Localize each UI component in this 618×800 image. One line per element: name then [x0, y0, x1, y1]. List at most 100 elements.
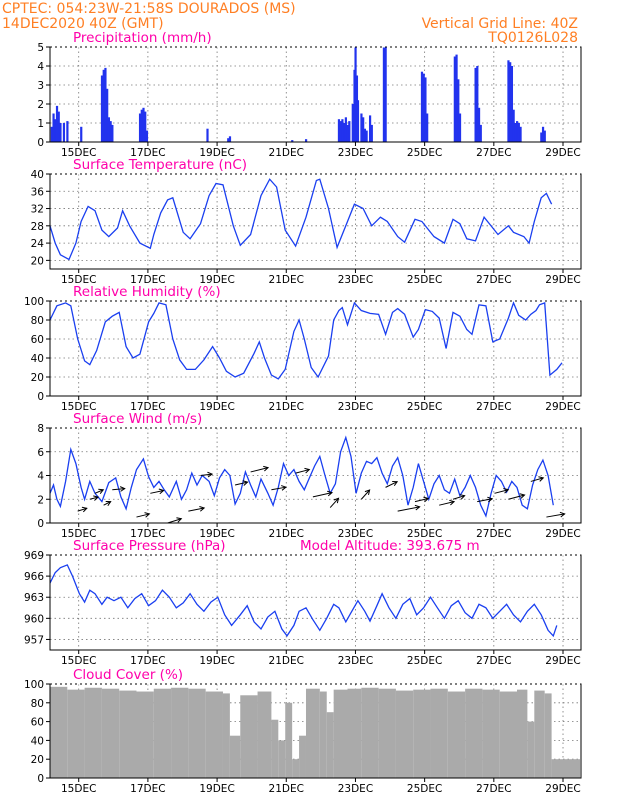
wind-arrow-0: [77, 507, 87, 512]
cloud-bar-7: [171, 687, 189, 778]
precip-frame: [49, 46, 582, 143]
wind-arrowhead-2: [98, 488, 105, 494]
cloud-bar-12: [240, 695, 258, 778]
precip-ytick-label-3: 3: [37, 80, 44, 92]
precip-bar-43: [370, 124, 373, 142]
cloud-bar-25: [378, 688, 396, 778]
precip-xtick-label-0: 15DEC: [61, 147, 96, 159]
wind-arrow-25: [530, 477, 544, 482]
precip-bar-51: [455, 54, 458, 142]
wind-arrowhead-13: [304, 467, 311, 474]
precip-bar-68: [543, 130, 546, 142]
wind-arrowhead-8: [199, 506, 206, 512]
wind-arrow-2: [94, 489, 104, 494]
header-datetime: 14DEC2020 40Z (GMT): [2, 16, 164, 32]
precip-bar-7: [66, 121, 69, 142]
cloud-bar-35: [534, 690, 545, 778]
rh-ytick-label-0: 0: [37, 391, 44, 403]
cloud-xtick-label-4: 23DEC: [338, 783, 373, 795]
temp-xtick-label-2: 19DEC: [199, 274, 234, 286]
temp-xtick-label-5: 25DEC: [407, 274, 442, 286]
wind-arrowhead-25: [538, 476, 545, 482]
precip-ytick-label-1: 1: [37, 118, 44, 130]
precip-bar-53: [458, 113, 462, 142]
precip-bar-16: [138, 113, 142, 142]
wind-arrow-8: [188, 507, 205, 512]
cloud-xtick-label-2: 19DEC: [199, 783, 234, 795]
wind-arrowhead-7: [176, 517, 183, 523]
pres-xtick-label-5: 25DEC: [407, 655, 442, 667]
panels: Precipitation (mm/h) 0 1 2 3 4 5 15DEC 17DEC 19DE…: [24, 30, 582, 795]
header-model: TQ0126L028: [487, 30, 578, 46]
precip-bar-58: [507, 60, 510, 142]
header-location: CPTEC: 054:23W-21:58S DOURADOS (MS): [2, 1, 296, 17]
wind-arrow-9: [200, 473, 213, 476]
precip-bar-12: [106, 88, 109, 142]
temp-series-line: [49, 178, 553, 261]
wind-arrowhead-3: [105, 500, 112, 507]
pres-ytick-label-3: 966: [24, 571, 44, 583]
pres-xtick-label-1: 17DEC: [130, 655, 165, 667]
precip-xtick-label-7: 29DEC: [545, 147, 580, 159]
cloud-bar-11: [229, 735, 241, 778]
pres-ytick-label-0: 957: [24, 634, 44, 646]
wind-arrow-13: [295, 469, 310, 474]
wind-arrowhead-23: [503, 488, 510, 494]
wind-arrowhead-26: [559, 511, 566, 518]
precip-bar-41: [365, 130, 368, 142]
precip-bar-4: [57, 111, 60, 142]
precip-bar-59: [509, 62, 512, 143]
wind-arrowhead-0: [81, 506, 88, 513]
cloud-bar-10: [222, 693, 230, 778]
precip-bar-17: [140, 109, 143, 142]
cloud-ytick-label-2: 40: [31, 735, 44, 747]
wind-ytick-label-3: 6: [37, 447, 44, 459]
precip-bar-61: [512, 109, 515, 142]
wind-ytick-label-0: 0: [37, 518, 44, 530]
pres-frame: [49, 554, 582, 651]
wind-series-line: [49, 435, 554, 518]
precip-bar-65: [519, 126, 522, 142]
precip-bar-23: [228, 136, 232, 142]
wind-arrow-20: [439, 501, 455, 506]
precip-bar-18: [142, 107, 145, 142]
cloud-bar-0: [50, 686, 68, 778]
precip-xtick-label-2: 19DEC: [199, 147, 234, 159]
precip-bar-42: [368, 115, 372, 142]
temp-xtick-label-3: 21DEC: [269, 274, 304, 286]
cloud-ytick-label-5: 100: [24, 679, 44, 691]
precip-bar-31: [346, 124, 349, 142]
cloud-bar-4: [119, 690, 137, 778]
rh-xtick-label-0: 15DEC: [61, 401, 96, 413]
cloud-ytick-label-0: 0: [37, 773, 44, 785]
cloud-bar-13: [257, 691, 272, 778]
temp-ytick-label-3: 32: [31, 204, 44, 216]
wind-arrowhead-22: [487, 496, 494, 503]
temp-ytick-label-2: 28: [31, 221, 44, 233]
model-altitude: Model Altitude: 393.675 m: [300, 538, 480, 554]
precip-bar-11: [104, 67, 107, 142]
wind-arrow-14: [312, 492, 333, 498]
precip-bar-50: [453, 56, 456, 142]
precip-bar-63: [516, 121, 519, 142]
rh-series-line: [49, 301, 563, 380]
precip-xtick-label-6: 27DEC: [476, 147, 511, 159]
precip-bar-66: [540, 132, 543, 142]
rh-xtick-label-1: 17DEC: [130, 401, 165, 413]
precip-bar-28: [341, 119, 344, 142]
wind-ytick-label-2: 4: [37, 471, 44, 483]
wind-xtick-label-5: 25DEC: [407, 528, 442, 540]
wind-xtick-label-6: 27DEC: [476, 528, 511, 540]
cloud-bar-27: [413, 689, 431, 778]
precip-bar-30: [344, 117, 347, 142]
precip-bar-38: [360, 113, 363, 142]
wind-arrowhead-9: [207, 471, 214, 478]
header-grid-note: Vertical Grid Line: 40Z: [422, 16, 578, 32]
wind-arrow-5: [136, 513, 150, 518]
wind-arrowhead-14: [327, 490, 334, 497]
rh-ytick-label-3: 60: [31, 334, 44, 346]
precip-bar-37: [356, 100, 360, 142]
precip-bar-20: [145, 130, 149, 142]
precip-ytick-label-0: 0: [37, 137, 44, 149]
